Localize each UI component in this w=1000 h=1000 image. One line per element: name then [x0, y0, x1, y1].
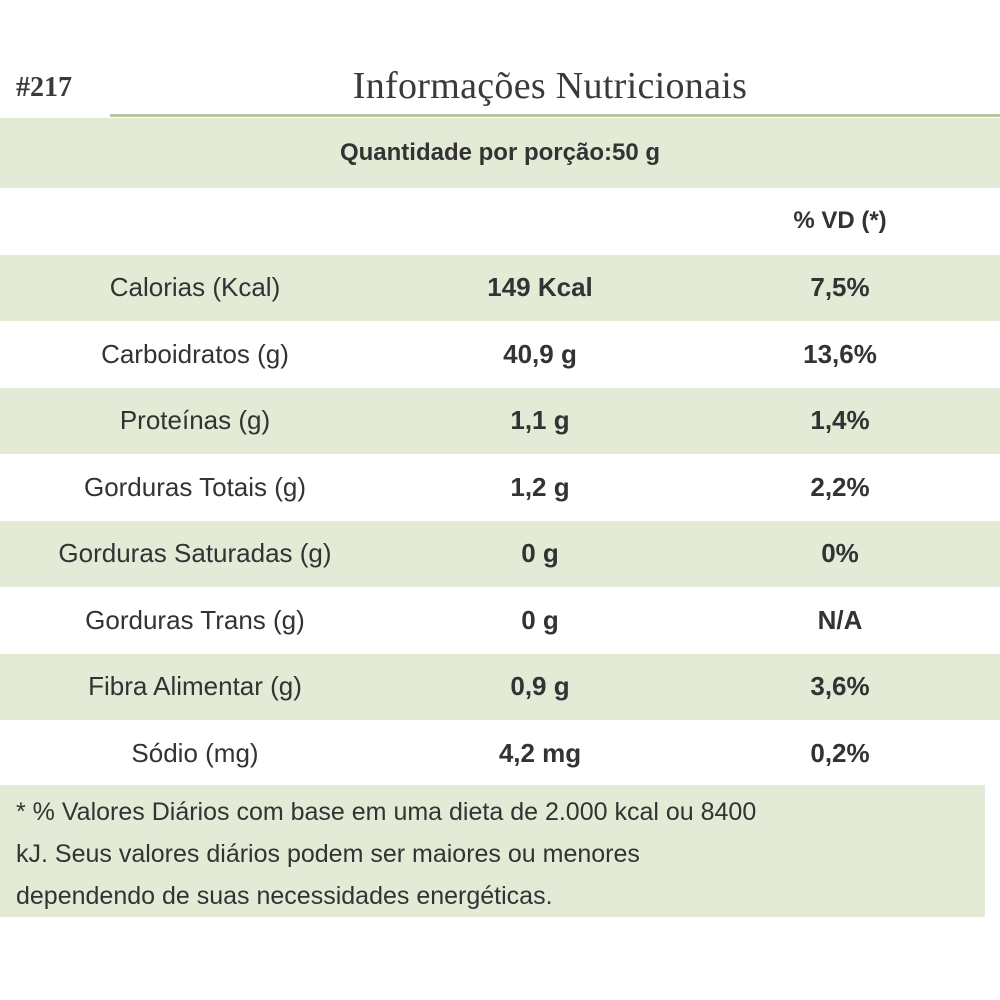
- table-row: Sódio (mg) 4,2 mg 0,2%: [0, 720, 1000, 787]
- column-header-row: % VD (*): [0, 188, 1000, 255]
- nutrient-amount: 149 Kcal: [487, 272, 593, 303]
- table-row: Proteínas (g) 1,1 g 1,4%: [0, 387, 1000, 454]
- footnote: * % Valores Diários com base em uma diet…: [0, 785, 985, 917]
- nutrient-amount: 4,2 mg: [498, 737, 582, 768]
- nutrient-vd: 0%: [821, 538, 859, 569]
- nutrient-name: Gorduras Saturadas (g): [58, 538, 332, 569]
- nutrient-name: Sódio (mg): [131, 737, 259, 768]
- serving-row: Quantidade por porção:50 g: [0, 118, 1000, 188]
- nutrient-vd: 13,6%: [803, 338, 877, 369]
- table-row: Carboidratos (g) 40,9 g 13,6%: [0, 321, 1000, 388]
- nutrient-name: Gorduras Trans (g): [85, 604, 305, 635]
- nutrient-vd: 1,4%: [810, 405, 870, 436]
- nutrient-name: Fibra Alimentar (g): [88, 671, 302, 702]
- nutrient-vd: 0,2%: [810, 737, 870, 768]
- nutrient-vd: N/A: [817, 604, 863, 635]
- title-divider: [110, 114, 1000, 117]
- serving-size: Quantidade por porção:50 g: [339, 139, 661, 166]
- nutrient-amount: 1,2 g: [510, 471, 570, 502]
- table-row: Gorduras Totais (g) 1,2 g 2,2%: [0, 454, 1000, 521]
- table-row: Fibra Alimentar (g) 0,9 g 3,6%: [0, 653, 1000, 720]
- nutrition-table: Quantidade por porção:50 g % VD (*) Calo…: [0, 118, 1000, 787]
- nutrient-amount: 0 g: [521, 538, 559, 569]
- table-row: Gorduras Trans (g) 0 g N/A: [0, 587, 1000, 654]
- footnote-line: dependendo de suas necessidades energéti…: [16, 882, 553, 910]
- nutrient-name: Proteínas (g): [119, 405, 271, 436]
- nutrient-name: Gorduras Totais (g): [83, 471, 307, 502]
- table-row: Calorias (Kcal) 149 Kcal 7,5%: [0, 254, 1000, 321]
- footnote-line: * % Valores Diários com base em uma diet…: [16, 798, 757, 826]
- nutrient-vd: 2,2%: [810, 471, 870, 502]
- table-row: Gorduras Saturadas (g) 0 g 0%: [0, 520, 1000, 587]
- nutrient-name: Calorias (Kcal): [109, 272, 281, 303]
- nutrient-amount: 0,9 g: [510, 671, 570, 702]
- nutrient-amount: 0 g: [521, 604, 559, 635]
- nutrient-amount: 1,1 g: [510, 405, 570, 436]
- nutrient-amount: 40,9 g: [503, 338, 577, 369]
- nutrient-vd: 3,6%: [810, 671, 870, 702]
- page-title: Informações Nutricionais: [352, 65, 748, 107]
- nutrient-name: Carboidratos (g): [101, 338, 289, 369]
- product-code: #217: [16, 72, 72, 103]
- nutrient-vd: 7,5%: [810, 272, 870, 303]
- vd-column-header: % VD (*): [793, 207, 887, 235]
- footnote-line: kJ. Seus valores diários podem ser maior…: [16, 840, 640, 868]
